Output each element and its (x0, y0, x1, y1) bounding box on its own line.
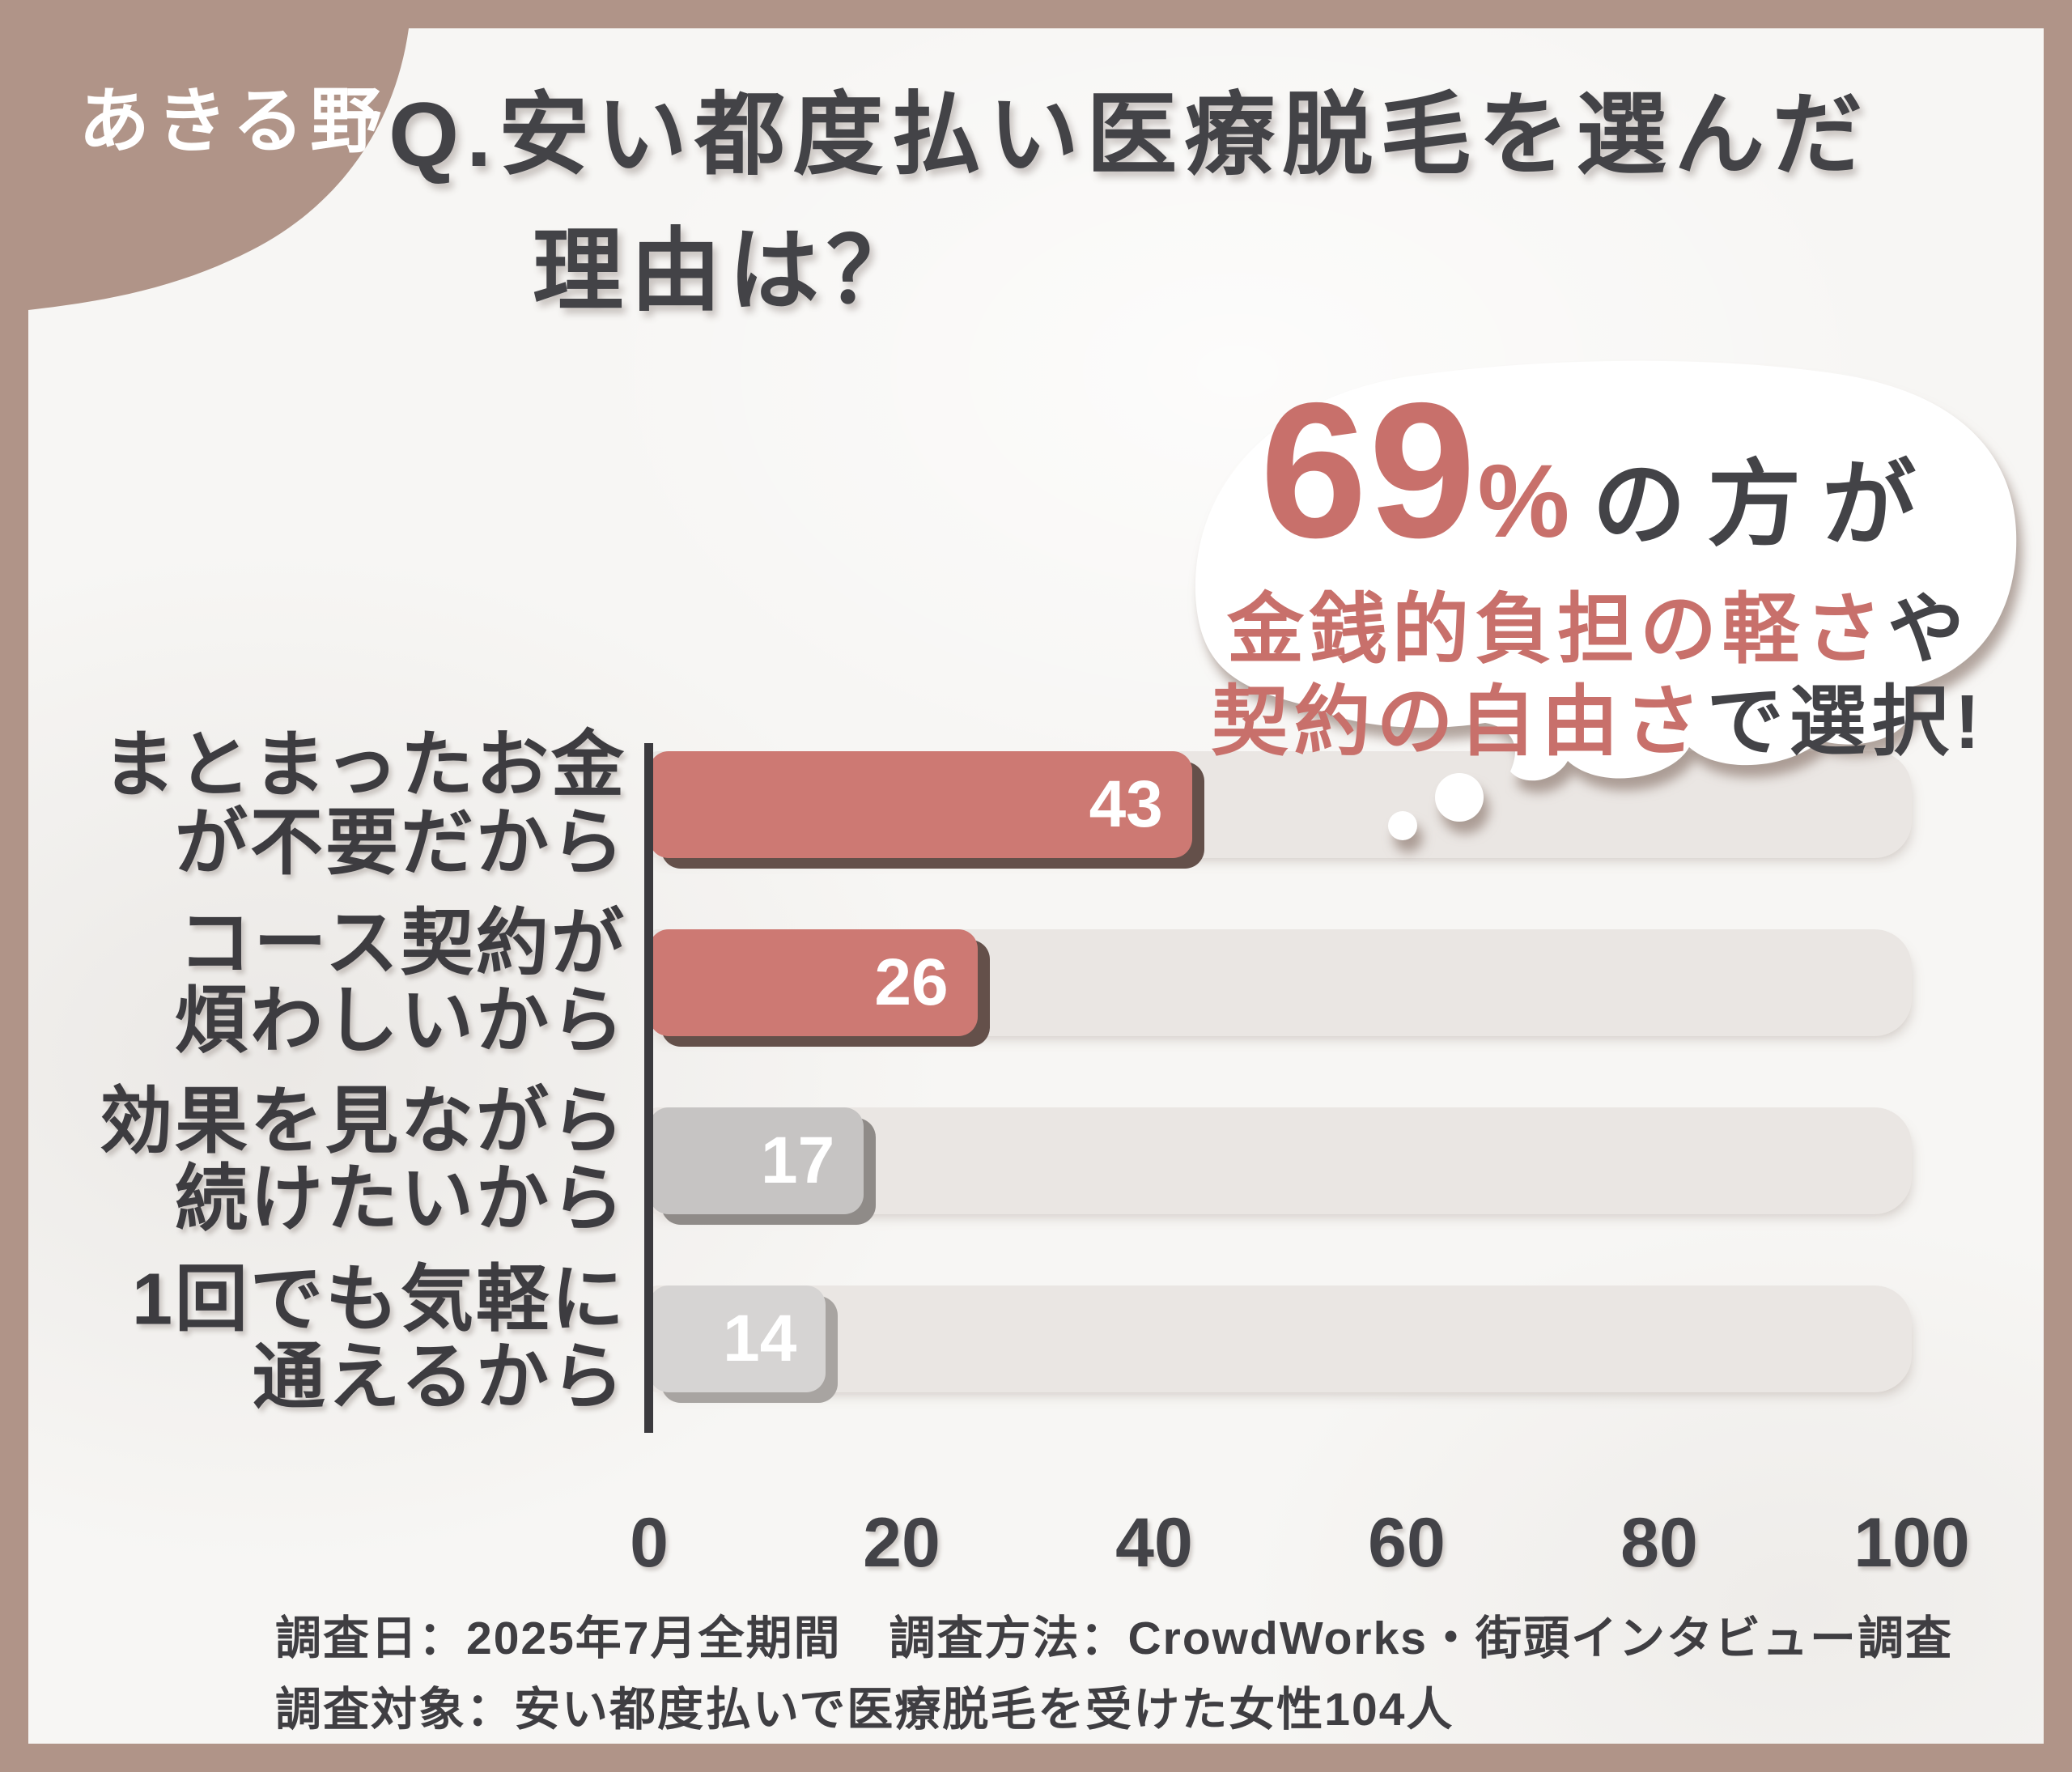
row-label: コース契約が 煩わしいから (44, 903, 626, 1062)
tick-label: 60 (1368, 1504, 1446, 1582)
row-label-line: 効果を見ながら (100, 1081, 626, 1162)
survey-note-line2: 調査対象：安い都度払いで医療脱毛を受けた女性104人 (275, 1684, 1454, 1736)
page-title-line1: Q.安い都度払い医療脱毛を選んだ (388, 84, 1870, 185)
bar-value: 14 (723, 1302, 797, 1375)
page-title-line2: 理由は？ (533, 220, 924, 321)
reason1-accent: 金銭的負担の軽さ (1226, 587, 1887, 673)
thought-bubble-shape (1195, 360, 2017, 840)
bubble-tail-dot-small (1388, 811, 1417, 840)
stat-value: 69 (1259, 363, 1478, 578)
brand-corner-blob (28, 28, 409, 310)
survey-note-line1: 調査日：2025年7月全期間 調査方法：CrowdWorks・街頭インタビュー調… (275, 1613, 1953, 1664)
chart-row: まとまったお金 が不要だから 43 (103, 726, 1912, 882)
bubble-tail-dot-large (1435, 773, 1484, 822)
bar: 14 (649, 1285, 826, 1392)
row-label-line: まとまったお金 (102, 725, 626, 806)
bar-value: 26 (874, 945, 949, 1019)
brand-logo-text: あきる野 (79, 81, 388, 161)
survey-note: 調査日：2025年7月全期間 調査方法：CrowdWorks・街頭インタビュー調… (275, 1603, 1953, 1744)
reason2-accent: 契約の自由さ (1211, 679, 1707, 765)
bubble-stat-line: 69 % の方が (1153, 375, 2044, 567)
bubble-reason-line2: 契約の自由さで選択! (1153, 660, 2044, 771)
reason2-suffix: で選択! (1706, 679, 1986, 765)
tick-label: 100 (1853, 1504, 1970, 1582)
tick-label: 0 (630, 1504, 669, 1582)
bar-track (649, 1285, 1912, 1392)
infographic-background: あきる野 Q.安い都度払い医療脱毛を選んだ 理由は？ 69 % の方が 金銭的負… (28, 28, 2044, 1744)
bubble-text: 69 % の方が 金銭的負担の軽さや 契約の自由さで選択! (1153, 351, 2044, 873)
stat-unit: % (1477, 444, 1570, 559)
chart-row: 効果を見ながら 続けたいから 17 (100, 1082, 1912, 1239)
row-label: 効果を見ながら 続けたいから (44, 1081, 626, 1240)
row-label-line: が不要だから (175, 803, 626, 884)
tick-label: 20 (863, 1504, 940, 1582)
bar: 17 (649, 1107, 864, 1214)
tick-label: 40 (1115, 1504, 1193, 1582)
bar-value: 17 (760, 1124, 835, 1197)
chart-row: コース契約が 煩わしいから 26 (175, 904, 1912, 1060)
row-label: 1回でも気軽に 通えるから (44, 1259, 626, 1418)
row-label-line: 通えるから (252, 1337, 626, 1418)
x-axis-ticks: 0 20 40 60 80 100 (630, 1503, 1970, 1592)
row-label-line: 1回でも気軽に (131, 1259, 626, 1341)
row-label: まとまったお金 が不要だから (44, 725, 626, 884)
stat-suffix: の方が (1592, 452, 1938, 557)
bar-chart: まとまったお金 が不要だから 43 コース契約が 煩わしいから 26 効果を見ながら 続けたい… (100, 726, 1912, 1417)
thought-bubble: 69 % の方が 金銭的負担の軽さや 契約の自由さで選択! (1153, 351, 2044, 873)
row-label-line: 続けたいから (175, 1159, 626, 1240)
bar: 26 (649, 929, 978, 1036)
chart-row: 1回でも気軽に 通えるから 14 (132, 1260, 1912, 1417)
y-axis-line (644, 743, 653, 1433)
bar-value: 43 (1089, 767, 1163, 841)
page-title: Q.安い都度払い医療脱毛を選んだ 理由は？ (388, 67, 1870, 339)
row-label-line: コース契約が (178, 903, 626, 984)
row-label-line: 煩わしいから (175, 981, 626, 1062)
bar: 43 (649, 751, 1192, 858)
bubble-reason-line1: 金銭的負担の軽さや (1153, 567, 2044, 678)
reason1-suffix: や (1887, 587, 1971, 673)
tick-label: 80 (1620, 1504, 1698, 1582)
